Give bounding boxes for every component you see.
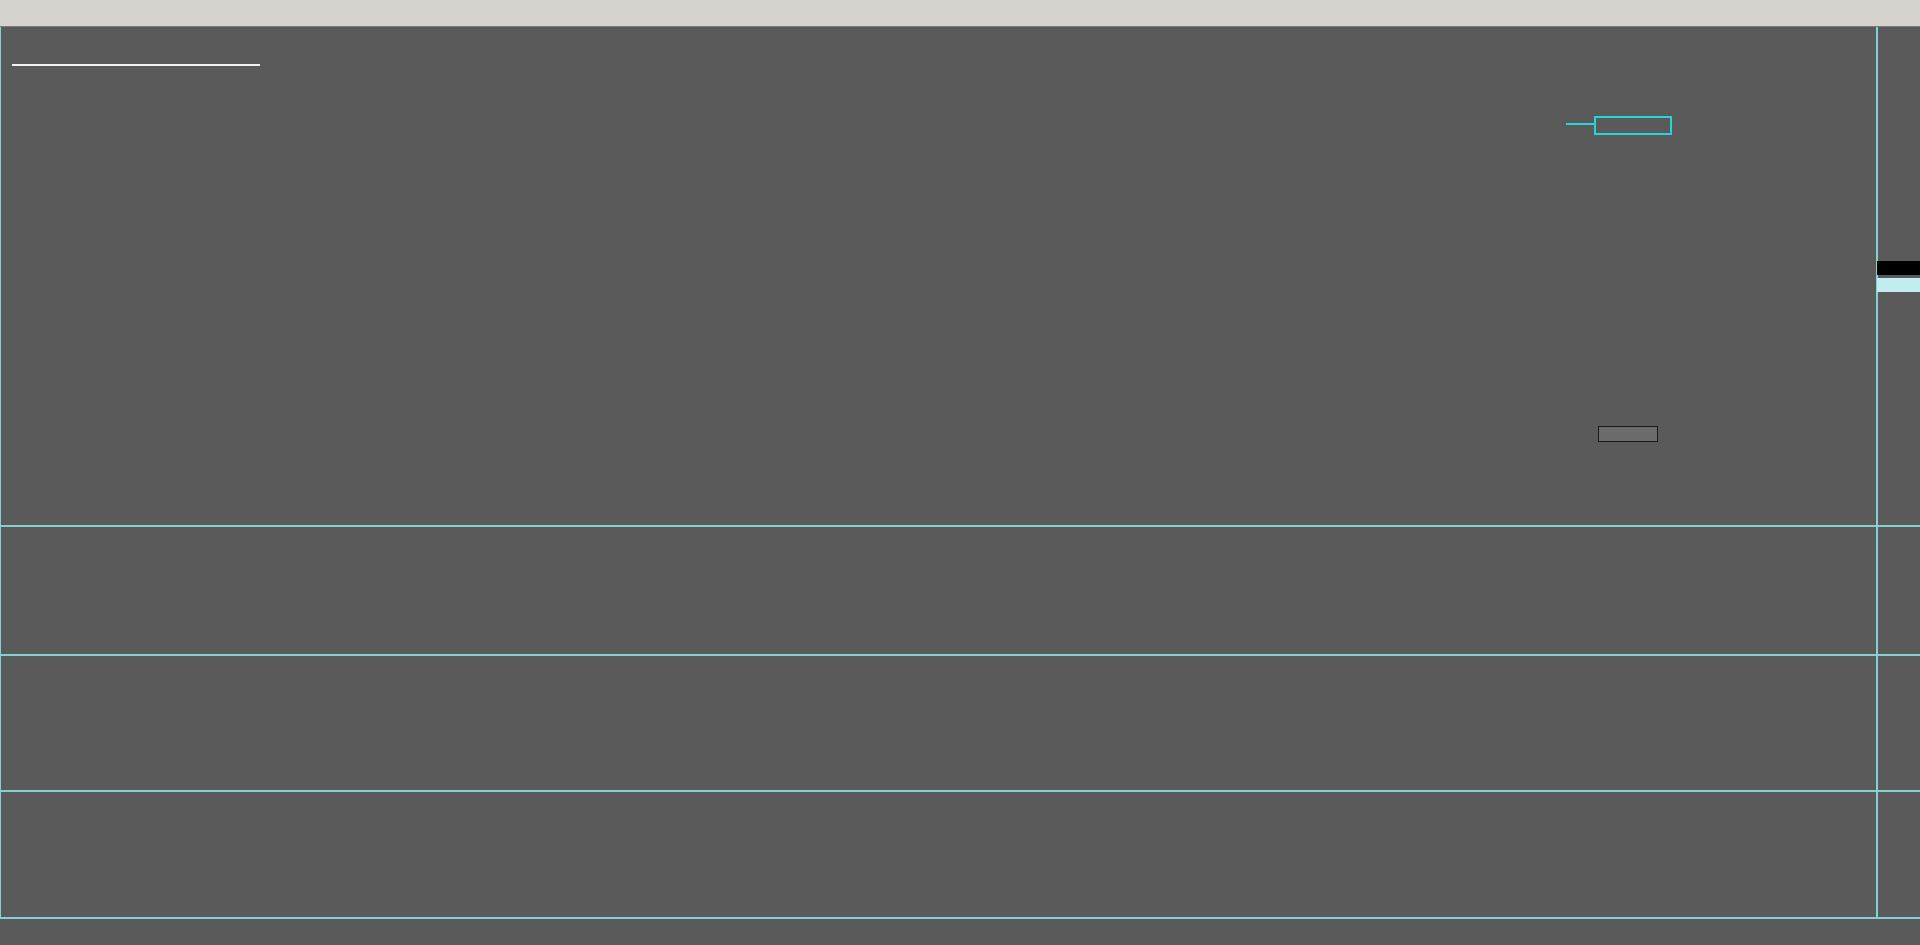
panel-separator[interactable] [0, 654, 1920, 656]
mid-oscillator-canvas[interactable] [0, 527, 1877, 653]
strike-line [12, 64, 260, 66]
elegant-oscillator-canvas[interactable] [0, 657, 1877, 790]
price-scale-border [1876, 27, 1878, 943]
top-toolbar [0, 0, 1920, 27]
left-border [0, 27, 1, 943]
bid-price-box [1877, 261, 1920, 275]
panel-separator[interactable] [0, 790, 1920, 792]
smooth-step-canvas[interactable] [0, 793, 1877, 917]
time-axis[interactable] [0, 919, 1920, 945]
last-price-box [1877, 278, 1920, 292]
account-stats [1857, 560, 1868, 575]
price-tag-line [1566, 123, 1594, 125]
main-chart-canvas[interactable] [0, 27, 1877, 524]
price-tag-low[interactable] [1598, 426, 1658, 442]
panel-separator[interactable] [0, 917, 1920, 919]
panel-separator[interactable] [0, 525, 1920, 527]
price-tag-high[interactable] [1594, 116, 1672, 135]
